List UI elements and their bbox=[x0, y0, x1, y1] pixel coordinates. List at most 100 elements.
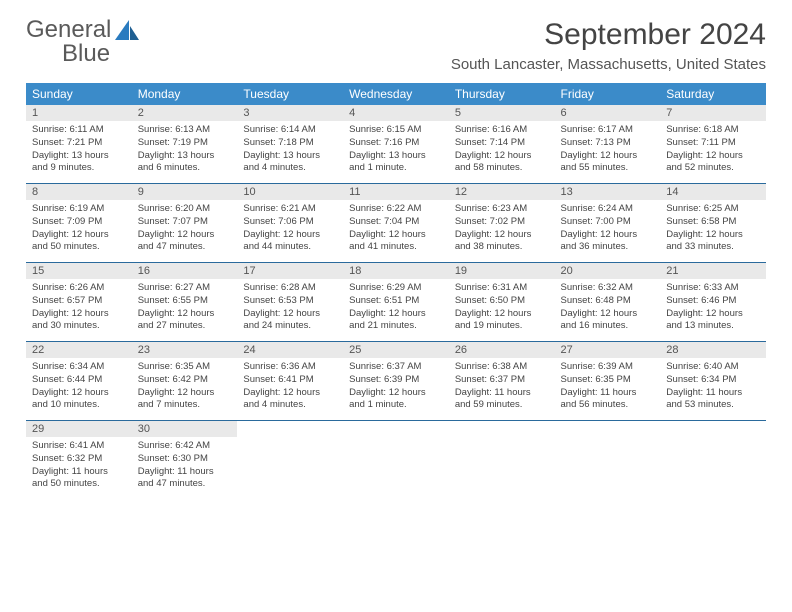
day-details: Sunrise: 6:38 AMSunset: 6:37 PMDaylight:… bbox=[449, 358, 555, 418]
day-number: 9 bbox=[132, 184, 238, 200]
daylight-text-2: and 30 minutes. bbox=[32, 320, 126, 333]
day-cell: 18Sunrise: 6:29 AMSunset: 6:51 PMDayligh… bbox=[343, 263, 449, 342]
day-details: Sunrise: 6:42 AMSunset: 6:30 PMDaylight:… bbox=[132, 437, 238, 497]
sunset-text: Sunset: 6:46 PM bbox=[666, 295, 760, 308]
sunrise-text: Sunrise: 6:26 AM bbox=[32, 282, 126, 295]
day-details: Sunrise: 6:25 AMSunset: 6:58 PMDaylight:… bbox=[660, 200, 766, 260]
sunset-text: Sunset: 7:06 PM bbox=[243, 216, 337, 229]
daylight-text-1: Daylight: 12 hours bbox=[138, 308, 232, 321]
sunrise-text: Sunrise: 6:18 AM bbox=[666, 124, 760, 137]
day-number: 10 bbox=[237, 184, 343, 200]
day-cell: 9Sunrise: 6:20 AMSunset: 7:07 PMDaylight… bbox=[132, 184, 238, 263]
daylight-text-1: Daylight: 12 hours bbox=[32, 308, 126, 321]
daylight-text-1: Daylight: 12 hours bbox=[561, 229, 655, 242]
day-details: Sunrise: 6:23 AMSunset: 7:02 PMDaylight:… bbox=[449, 200, 555, 260]
sunset-text: Sunset: 7:09 PM bbox=[32, 216, 126, 229]
daylight-text-2: and 50 minutes. bbox=[32, 241, 126, 254]
sunrise-text: Sunrise: 6:40 AM bbox=[666, 361, 760, 374]
day-cell: 12Sunrise: 6:23 AMSunset: 7:02 PMDayligh… bbox=[449, 184, 555, 263]
daylight-text-2: and 33 minutes. bbox=[666, 241, 760, 254]
day-number: 24 bbox=[237, 342, 343, 358]
sunrise-text: Sunrise: 6:23 AM bbox=[455, 203, 549, 216]
sunset-text: Sunset: 6:30 PM bbox=[138, 453, 232, 466]
day-cell: 19Sunrise: 6:31 AMSunset: 6:50 PMDayligh… bbox=[449, 263, 555, 342]
daylight-text-2: and 4 minutes. bbox=[243, 399, 337, 412]
daylight-text-1: Daylight: 12 hours bbox=[32, 387, 126, 400]
day-cell: 17Sunrise: 6:28 AMSunset: 6:53 PMDayligh… bbox=[237, 263, 343, 342]
sunrise-text: Sunrise: 6:39 AM bbox=[561, 361, 655, 374]
daylight-text-2: and 36 minutes. bbox=[561, 241, 655, 254]
daylight-text-2: and 7 minutes. bbox=[138, 399, 232, 412]
header: General Blue September 2024 South Lancas… bbox=[26, 18, 766, 73]
sunset-text: Sunset: 7:21 PM bbox=[32, 137, 126, 150]
day-number: 21 bbox=[660, 263, 766, 279]
sunset-text: Sunset: 6:32 PM bbox=[32, 453, 126, 466]
sunrise-text: Sunrise: 6:42 AM bbox=[138, 440, 232, 453]
day-cell: 23Sunrise: 6:35 AMSunset: 6:42 PMDayligh… bbox=[132, 342, 238, 421]
day-number: 16 bbox=[132, 263, 238, 279]
sunset-text: Sunset: 7:00 PM bbox=[561, 216, 655, 229]
daylight-text-2: and 59 minutes. bbox=[455, 399, 549, 412]
sunrise-text: Sunrise: 6:41 AM bbox=[32, 440, 126, 453]
day-cell: 11Sunrise: 6:22 AMSunset: 7:04 PMDayligh… bbox=[343, 184, 449, 263]
logo-sail-icon bbox=[115, 20, 141, 47]
day-number: 1 bbox=[26, 105, 132, 121]
day-number: 2 bbox=[132, 105, 238, 121]
daylight-text-2: and 9 minutes. bbox=[32, 162, 126, 175]
calendar-table: Sunday Monday Tuesday Wednesday Thursday… bbox=[26, 83, 766, 499]
day-number: 8 bbox=[26, 184, 132, 200]
sunrise-text: Sunrise: 6:13 AM bbox=[138, 124, 232, 137]
day-cell: 15Sunrise: 6:26 AMSunset: 6:57 PMDayligh… bbox=[26, 263, 132, 342]
day-details: Sunrise: 6:33 AMSunset: 6:46 PMDaylight:… bbox=[660, 279, 766, 339]
sunrise-text: Sunrise: 6:36 AM bbox=[243, 361, 337, 374]
sunrise-text: Sunrise: 6:16 AM bbox=[455, 124, 549, 137]
day-details: Sunrise: 6:34 AMSunset: 6:44 PMDaylight:… bbox=[26, 358, 132, 418]
day-cell: 13Sunrise: 6:24 AMSunset: 7:00 PMDayligh… bbox=[555, 184, 661, 263]
sunset-text: Sunset: 6:51 PM bbox=[349, 295, 443, 308]
sunrise-text: Sunrise: 6:34 AM bbox=[32, 361, 126, 374]
sunrise-text: Sunrise: 6:28 AM bbox=[243, 282, 337, 295]
daylight-text-1: Daylight: 12 hours bbox=[455, 229, 549, 242]
daylight-text-2: and 41 minutes. bbox=[349, 241, 443, 254]
daylight-text-1: Daylight: 12 hours bbox=[666, 150, 760, 163]
daylight-text-2: and 24 minutes. bbox=[243, 320, 337, 333]
day-number: 23 bbox=[132, 342, 238, 358]
day-number: 30 bbox=[132, 421, 238, 437]
sunrise-text: Sunrise: 6:38 AM bbox=[455, 361, 549, 374]
sunset-text: Sunset: 6:44 PM bbox=[32, 374, 126, 387]
daylight-text-2: and 56 minutes. bbox=[561, 399, 655, 412]
week-row: 8 Sunrise: 6:19 AMSunset: 7:09 PM Daylight… bbox=[26, 184, 766, 263]
sunrise-text: Sunrise: 6:37 AM bbox=[349, 361, 443, 374]
day-cell: 6Sunrise: 6:17 AMSunset: 7:13 PMDaylight… bbox=[555, 105, 661, 184]
sunrise-text: Sunrise: 6:20 AM bbox=[138, 203, 232, 216]
day-details: Sunrise: 6:26 AMSunset: 6:57 PMDaylight:… bbox=[26, 279, 132, 339]
day-details: Sunrise: 6:31 AMSunset: 6:50 PMDaylight:… bbox=[449, 279, 555, 339]
weekday-header: Sunday bbox=[26, 83, 132, 105]
daylight-text-2: and 13 minutes. bbox=[666, 320, 760, 333]
day-number: 17 bbox=[237, 263, 343, 279]
day-cell: 10Sunrise: 6:21 AMSunset: 7:06 PMDayligh… bbox=[237, 184, 343, 263]
day-details: Sunrise: 6:13 AMSunset: 7:19 PMDaylight:… bbox=[132, 121, 238, 181]
day-cell bbox=[343, 421, 449, 500]
daylight-text-2: and 1 minute. bbox=[349, 162, 443, 175]
day-details: Sunrise: 6:27 AMSunset: 6:55 PMDaylight:… bbox=[132, 279, 238, 339]
day-cell: 27Sunrise: 6:39 AMSunset: 6:35 PMDayligh… bbox=[555, 342, 661, 421]
day-details: Sunrise: 6:15 AMSunset: 7:16 PMDaylight:… bbox=[343, 121, 449, 181]
sunrise-text: Sunrise: 6:24 AM bbox=[561, 203, 655, 216]
day-details: Sunrise: 6:32 AMSunset: 6:48 PMDaylight:… bbox=[555, 279, 661, 339]
day-cell: 8Sunrise: 6:19 AMSunset: 7:09 PMDaylight… bbox=[26, 184, 132, 263]
day-details: Sunrise: 6:18 AMSunset: 7:11 PMDaylight:… bbox=[660, 121, 766, 181]
sunrise-text: Sunrise: 6:25 AM bbox=[666, 203, 760, 216]
day-details: Sunrise: 6:14 AMSunset: 7:18 PMDaylight:… bbox=[237, 121, 343, 181]
week-row: 29Sunrise: 6:41 AMSunset: 6:32 PMDayligh… bbox=[26, 421, 766, 500]
sunset-text: Sunset: 6:35 PM bbox=[561, 374, 655, 387]
sunrise-text: Sunrise: 6:19 AM bbox=[32, 203, 126, 216]
day-cell bbox=[555, 421, 661, 500]
daylight-text-1: Daylight: 12 hours bbox=[455, 308, 549, 321]
day-details: Sunrise: 6:17 AMSunset: 7:13 PMDaylight:… bbox=[555, 121, 661, 181]
daylight-text-1: Daylight: 13 hours bbox=[32, 150, 126, 163]
daylight-text-1: Daylight: 12 hours bbox=[561, 308, 655, 321]
day-number: 5 bbox=[449, 105, 555, 121]
daylight-text-2: and 10 minutes. bbox=[32, 399, 126, 412]
weekday-header: Wednesday bbox=[343, 83, 449, 105]
